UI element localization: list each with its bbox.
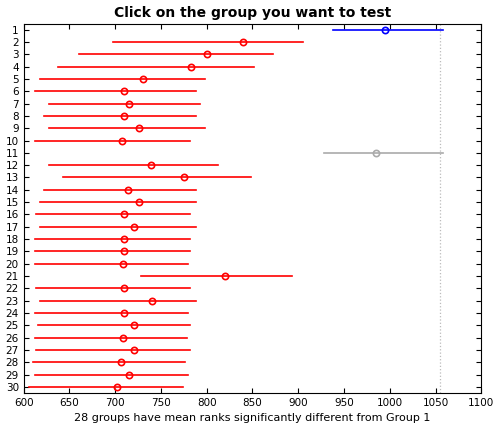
Title: Click on the group you want to test: Click on the group you want to test	[114, 6, 391, 20]
X-axis label: 28 groups have mean ranks significantly different from Group 1: 28 groups have mean ranks significantly …	[74, 414, 430, 423]
